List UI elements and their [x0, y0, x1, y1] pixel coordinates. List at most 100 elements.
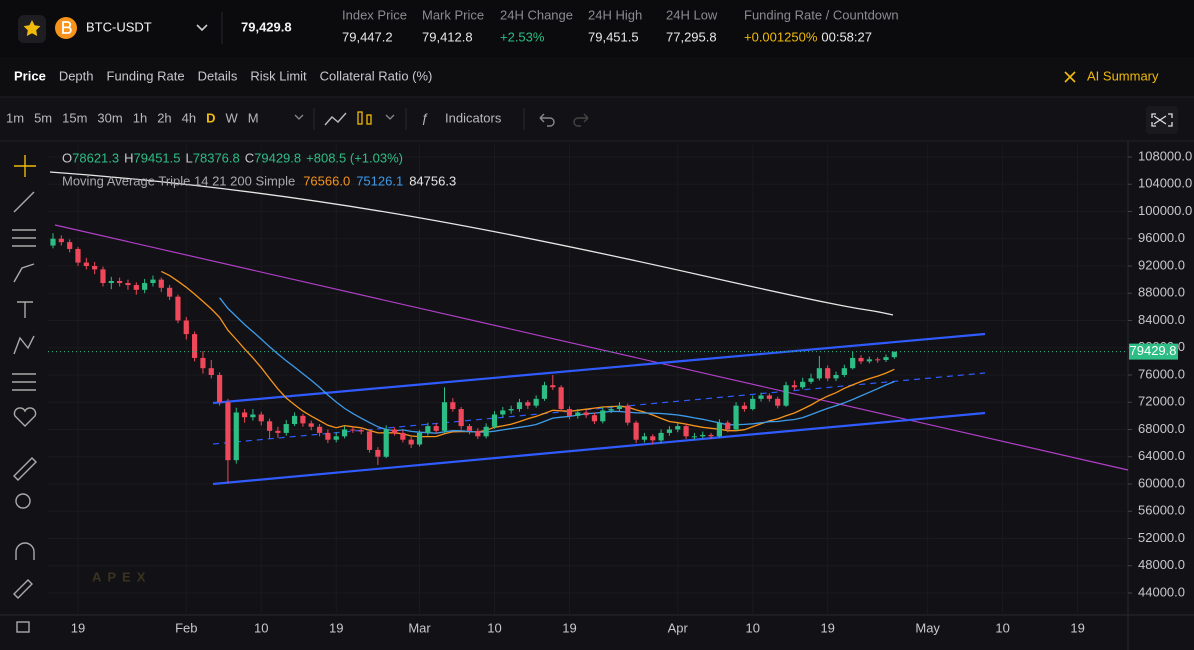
candle-body	[175, 296, 181, 321]
channel-upper[interactable]	[212, 332, 986, 405]
timeframe[interactable]: 1h	[133, 110, 147, 125]
candle-body	[167, 287, 173, 297]
candle-body	[625, 405, 631, 423]
more-timeframes[interactable]	[294, 114, 304, 120]
favorites-tool[interactable]	[13, 407, 37, 427]
candle-body	[75, 248, 81, 263]
candle-body	[741, 405, 747, 410]
candle-body	[875, 359, 881, 361]
y-tick-label: 48000.0	[1138, 557, 1185, 572]
redo-button[interactable]	[573, 113, 589, 127]
x-tick-label: 19	[1070, 620, 1084, 635]
candle-body	[341, 429, 348, 437]
y-tick-label: 96000.0	[1138, 230, 1185, 245]
tab[interactable]: Price	[14, 68, 46, 83]
candle-body	[725, 422, 731, 430]
x-tick-label: 10	[254, 620, 268, 635]
fullscreen-button[interactable]	[1146, 106, 1178, 134]
pattern-tool[interactable]	[13, 335, 35, 355]
symbol[interactable]: BTC-USDT	[86, 19, 152, 34]
text-tool[interactable]	[17, 301, 33, 318]
zoom-tool[interactable]	[15, 493, 31, 509]
trendline-tool[interactable]	[13, 191, 35, 213]
candle-body	[858, 357, 864, 362]
candle-body	[400, 432, 406, 440]
candle-body	[391, 429, 398, 433]
candle-body	[383, 429, 389, 457]
candle-body	[716, 422, 722, 437]
stat-value: 79,451.5	[588, 29, 639, 44]
tab[interactable]: Risk Limit	[250, 68, 307, 83]
candle-body	[266, 421, 273, 431]
x-tick-label: 19	[562, 620, 576, 635]
timeframe[interactable]: 2h	[157, 110, 171, 125]
timeframe[interactable]: 4h	[182, 110, 196, 125]
timeframe[interactable]: M	[248, 110, 259, 125]
channel-mid[interactable]	[212, 372, 986, 445]
stat-value: +0.001250%	[744, 29, 818, 44]
y-tick-label: 72000.0	[1138, 394, 1185, 409]
candle-body	[658, 432, 664, 441]
candle-body	[450, 402, 456, 410]
ai-summary[interactable]: AI Summary	[1087, 68, 1159, 83]
resistance-line[interactable]	[54, 224, 1129, 471]
brush-tool[interactable]	[13, 263, 35, 283]
candle-body	[308, 423, 314, 427]
ruler-tool[interactable]	[13, 457, 37, 481]
countdown: 00:58:27	[821, 29, 872, 44]
candle-body	[158, 279, 164, 288]
candle-body	[525, 402, 531, 406]
x-tick-label: 19	[329, 620, 343, 635]
candle-body	[516, 402, 523, 410]
fib-tool[interactable]	[12, 229, 36, 247]
undo-button[interactable]	[539, 113, 555, 127]
prediction-tool[interactable]	[12, 373, 36, 391]
candle-body	[100, 269, 106, 284]
y-tick-label: 100000.0	[1138, 203, 1192, 218]
ohlc-value: 78621.3	[72, 150, 119, 165]
channel-lower[interactable]	[212, 411, 986, 486]
line-chart-button[interactable]	[324, 112, 347, 126]
candle-body	[891, 351, 897, 358]
symbol-dropdown[interactable]	[196, 24, 208, 32]
last-price-tag	[1129, 343, 1178, 360]
candle-body	[816, 368, 822, 379]
candle-body	[633, 422, 639, 440]
indicators-button[interactable]: Indicators	[445, 110, 502, 125]
x-tick-label: 19	[820, 620, 834, 635]
candle-body	[291, 415, 298, 425]
timeframe[interactable]: W	[226, 110, 239, 125]
timeframe[interactable]: 5m	[34, 110, 52, 125]
candle-body	[483, 426, 489, 437]
candle-body	[850, 357, 856, 369]
ohlc-label: O	[62, 150, 72, 165]
crosshair-tool[interactable]	[14, 155, 36, 177]
chart-type-dropdown[interactable]	[385, 114, 395, 120]
tab[interactable]: Collateral Ratio (%)	[320, 68, 433, 83]
y-tick-label: 60000.0	[1138, 475, 1185, 490]
lock-tool[interactable]	[16, 621, 30, 633]
lock-draw-tool[interactable]	[13, 579, 33, 599]
tab[interactable]: Funding Rate	[107, 68, 185, 83]
y-tick-label: 104000.0	[1138, 176, 1192, 191]
x-tick-label: Apr	[668, 620, 689, 635]
x-tick-label: 10	[995, 620, 1009, 635]
watermark: APEX	[92, 569, 151, 584]
magnet-tool[interactable]	[15, 542, 35, 560]
timeframe[interactable]: 15m	[62, 110, 87, 125]
candle-body	[58, 238, 64, 243]
tab[interactable]: Depth	[59, 68, 94, 83]
candle-body	[416, 432, 423, 445]
candle-body	[283, 424, 289, 433]
ma200-line	[49, 171, 894, 316]
timeframe[interactable]: D	[206, 110, 215, 125]
candle-body	[200, 357, 206, 369]
candle-body	[775, 398, 781, 406]
timeframe[interactable]: 30m	[97, 110, 122, 125]
tab[interactable]: Details	[198, 68, 238, 83]
timeframe[interactable]: 1m	[6, 110, 24, 125]
candle-body	[316, 426, 323, 433]
candle-button[interactable]	[357, 111, 363, 125]
candle-body	[125, 283, 131, 286]
